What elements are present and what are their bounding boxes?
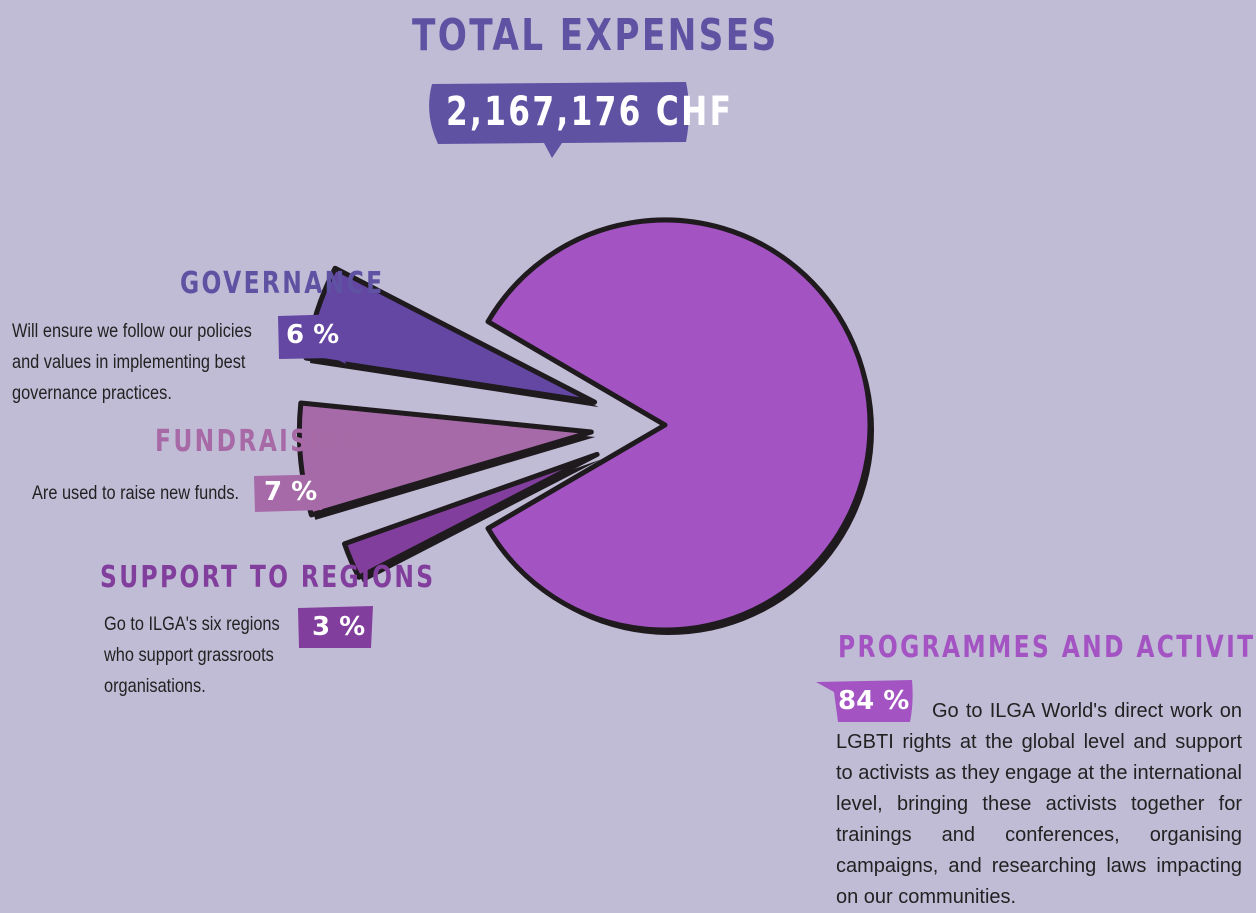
speech-bubble-shape [429,82,689,158]
programmes-percent-badge: 84 % [816,680,914,724]
regions-description: Go to ILGA's six regions who support gra… [104,614,280,697]
total-bubble: 2,167,176 CHF [424,80,731,158]
regions-title: SUPPORT TO REGIONS [100,560,436,595]
badge-shape [298,606,373,648]
fundraising-description: Are used to raise new funds. [32,483,240,504]
programmes-description: Go to ILGA World's direct work on LGBTI … [836,700,1242,908]
regions-percent-badge: 3 % [296,606,374,650]
expenses-pie-chart [296,217,875,636]
page-title: TOTAL EXPENSES [412,10,779,61]
governance-description: Will ensure we follow our policies and v… [12,321,252,404]
badge-shape [816,680,913,722]
slice-regions [342,451,600,580]
slice-programmes [485,217,873,633]
governance-percent-badge: 6 % [276,314,348,366]
slice-fundraising [296,400,594,518]
badge-shape [278,314,346,364]
programmes-title: PROGRAMMES AND ACTIVITIES [838,630,1256,665]
badge-shape [254,474,338,512]
fundraising-percent: 7 % [264,477,318,507]
fundraising-title: FUNDRAISING [155,424,364,459]
fundraising-percent-badge: 7 % [252,472,340,514]
programmes-percent: 84 % [838,686,910,716]
governance-title: GOVERNANCE [180,266,385,301]
regions-percent: 3 % [312,612,366,642]
total-amount: 2,167,176 CHF [446,89,734,135]
governance-percent: 6 % [286,320,340,350]
